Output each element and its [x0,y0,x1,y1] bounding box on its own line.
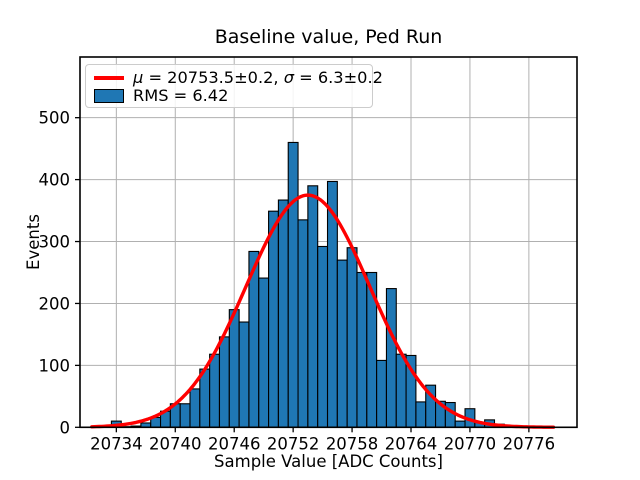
mu-value: = 20753.5±0.2, [143,68,284,87]
fit-label: μ = 20753.5±0.2, σ = 6.3±0.2 [133,69,383,87]
rms-label: RMS = 6.42 [133,86,229,105]
histogram-bar [258,277,270,428]
histogram-bar [238,321,250,428]
x-tick-label: 20752 [267,435,320,454]
histogram-bar [268,210,279,428]
fit-line-swatch [94,76,124,80]
histogram-bar [356,271,368,428]
sigma-symbol: σ [283,68,294,87]
histogram-bar [287,141,299,428]
x-tick-label: 20734 [90,435,143,454]
histogram-bar [199,368,211,428]
y-tick-label: 500 [39,109,71,128]
x-tick-label: 20764 [385,435,438,454]
histogram-bar [228,309,240,428]
y-tick-label: 100 [39,356,71,375]
histogram-bar [218,336,230,428]
legend: μ = 20753.5±0.2, σ = 6.3±0.2 RMS = 6.42 [85,64,383,108]
histogram-bar [189,388,201,428]
legend-entry-fit: μ = 20753.5±0.2, σ = 6.3±0.2 [94,69,383,87]
mu-symbol: μ [133,68,144,87]
y-tick-label: 400 [39,171,71,190]
x-tick-label: 20770 [444,435,497,454]
histogram-bar [336,259,348,428]
sigma-value: = 6.3±0.2 [293,68,383,87]
y-tick-label: 0 [60,418,71,437]
histogram-swatch [94,89,124,103]
legend-entry-hist: RMS = 6.42 [94,87,364,105]
histogram-bar [376,359,388,428]
histogram-bar [346,247,358,428]
x-axis-label: Sample Value [ADC Counts] [214,452,443,471]
histogram-bar [209,353,221,428]
histogram-bar [444,401,456,428]
y-tick-label: 300 [39,233,71,252]
x-tick-label: 20758 [326,435,379,454]
histogram-bar [395,353,407,428]
red-line-icon [94,76,124,80]
x-tick-label: 20776 [503,435,556,454]
histogram-bar [179,403,191,428]
y-tick-label: 200 [39,294,71,313]
chart-title: Baseline value, Ped Run [214,26,443,48]
x-tick-label: 20740 [149,435,202,454]
gaussian-fit-curve [90,193,556,429]
histogram-bar [297,219,309,428]
histogram-bar [454,420,466,428]
blue-patch-icon [94,89,124,103]
histogram-bar [415,401,427,428]
histogram-bar [317,245,329,428]
y-axis-label: Events [24,214,43,270]
x-tick-label: 20746 [208,435,261,454]
histogram-bar [307,185,319,428]
histogram-bar [277,199,289,428]
histogram-bar [385,288,397,428]
